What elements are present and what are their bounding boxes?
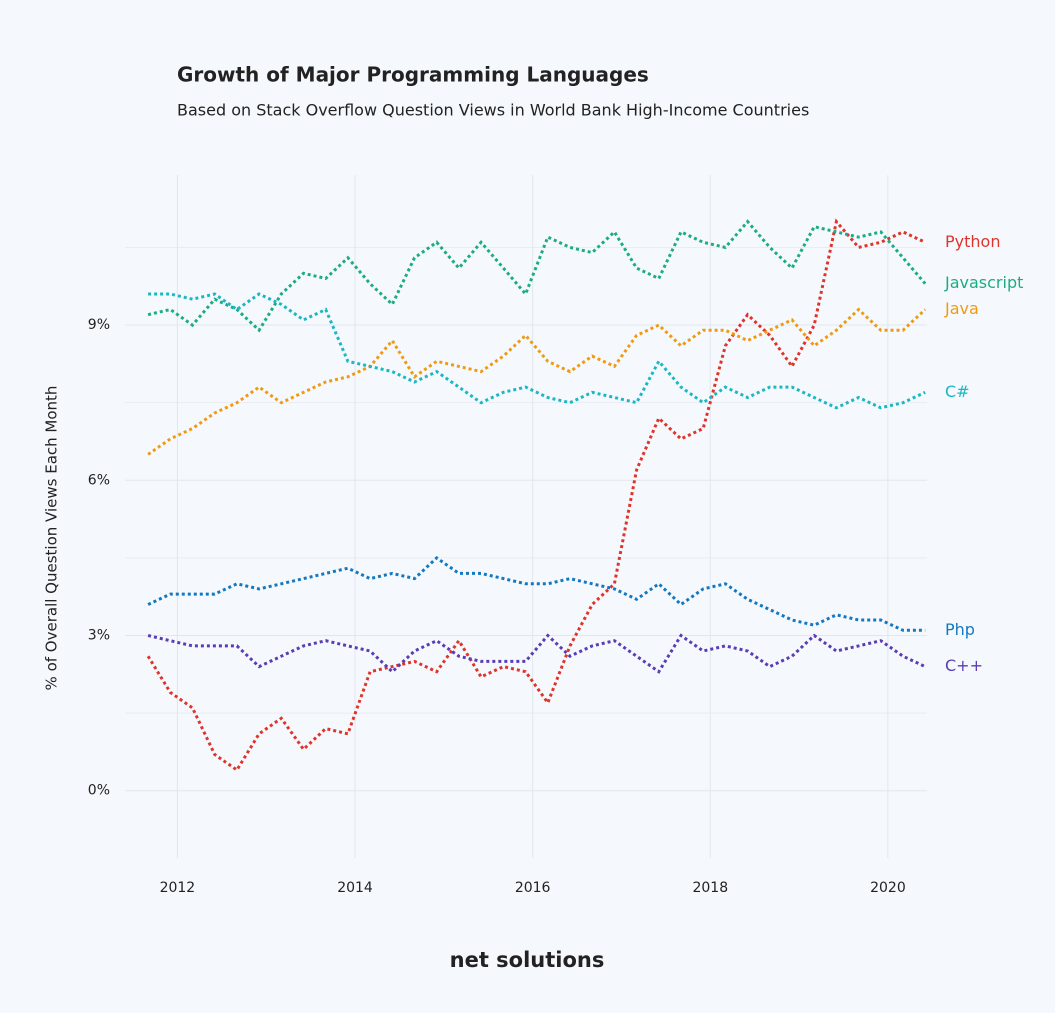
series-label: C++ [945, 656, 983, 675]
series-label: Python [945, 232, 1000, 251]
series-label: Php [945, 620, 975, 639]
footer-logo: net solutions [450, 948, 605, 972]
line-series [147, 633, 926, 674]
chart-title: Growth of Major Programming Languages [177, 63, 649, 87]
line-series [147, 219, 927, 333]
series-label: C# [945, 382, 970, 401]
line-series [147, 307, 927, 456]
y-tick-label: 3% [88, 628, 110, 644]
chart-subtitle: Based on Stack Overflow Question Views i… [177, 101, 809, 120]
x-tick-label: 2012 [160, 880, 196, 896]
series-label: Java [944, 299, 979, 318]
x-tick-label: 2014 [337, 880, 373, 896]
x-tick-label: 2020 [870, 880, 906, 896]
y-axis-label: % of Overall Question Views Each Month [43, 386, 61, 691]
y-tick-label: 9% [88, 317, 110, 333]
y-tick-label: 0% [88, 783, 110, 799]
series-label: Javascript [944, 273, 1023, 292]
line-series [146, 218, 926, 773]
line-series [148, 292, 926, 410]
x-tick-label: 2016 [515, 880, 551, 896]
y-tick-label: 6% [88, 472, 110, 488]
x-tick-label: 2018 [692, 880, 728, 896]
